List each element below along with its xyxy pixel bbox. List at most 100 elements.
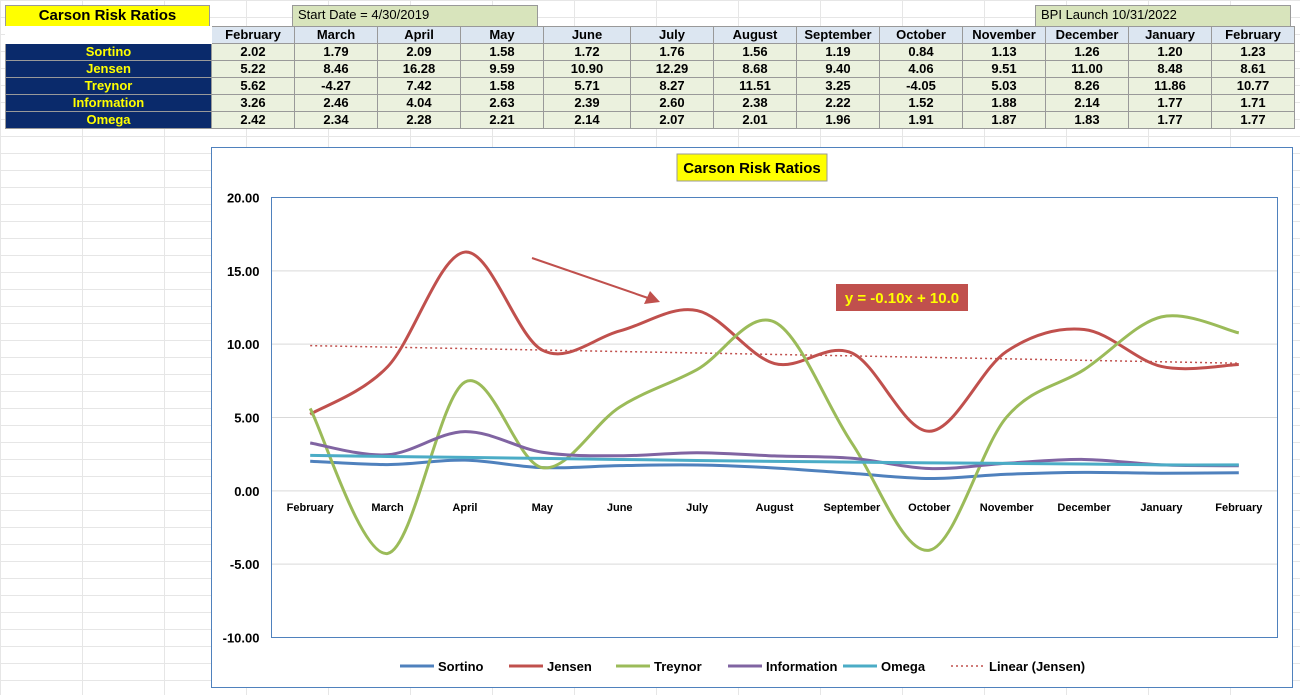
legend-label[interactable]: Linear (Jensen)	[989, 659, 1085, 674]
column-header[interactable]: September	[796, 26, 880, 44]
column-header[interactable]: May	[460, 26, 544, 44]
table-cell[interactable]: 1.71	[1211, 94, 1295, 112]
table-cell[interactable]: 5.71	[543, 77, 631, 95]
table-cell[interactable]: 2.09	[377, 43, 461, 61]
table-cell[interactable]: 1.91	[879, 111, 963, 129]
table-cell[interactable]: 2.07	[630, 111, 714, 129]
table-cell[interactable]: 11.86	[1128, 77, 1212, 95]
series-line-omega[interactable]	[310, 453, 1239, 467]
table-cell[interactable]: 4.04	[377, 94, 461, 112]
table-cell[interactable]: 1.19	[796, 43, 880, 61]
table-cell[interactable]: 5.03	[962, 77, 1046, 95]
table-cell[interactable]: 8.46	[294, 60, 378, 78]
trendline-equation-label[interactable]: y = -0.10x + 10.0	[836, 284, 968, 311]
column-header[interactable]: November	[962, 26, 1046, 44]
table-cell[interactable]: 1.77	[1128, 111, 1212, 129]
table-cell[interactable]: 2.42	[211, 111, 295, 129]
table-cell[interactable]: 1.56	[713, 43, 797, 61]
table-cell[interactable]: 9.51	[962, 60, 1046, 78]
table-cell[interactable]: 10.90	[543, 60, 631, 78]
chart-title-box[interactable]: Carson Risk Ratios	[676, 153, 828, 182]
legend-label[interactable]: Sortino	[438, 659, 484, 674]
table-cell[interactable]: 2.01	[713, 111, 797, 129]
legend-label[interactable]: Jensen	[547, 659, 592, 674]
table-cell[interactable]: -4.05	[879, 77, 963, 95]
table-cell[interactable]: 2.28	[377, 111, 461, 129]
table-cell[interactable]: 3.25	[796, 77, 880, 95]
table-cell[interactable]: 1.72	[543, 43, 631, 61]
table-cell[interactable]: 9.40	[796, 60, 880, 78]
table-cell[interactable]: 1.58	[460, 77, 544, 95]
table-cell[interactable]: -4.27	[294, 77, 378, 95]
table-cell[interactable]: 2.02	[211, 43, 295, 61]
table-cell[interactable]: 1.83	[1045, 111, 1129, 129]
table-cell[interactable]: 8.27	[630, 77, 714, 95]
row-label[interactable]: Jensen	[5, 60, 212, 78]
table-cell[interactable]: 8.61	[1211, 60, 1295, 78]
table-cell[interactable]: 1.23	[1211, 43, 1295, 61]
column-header[interactable]: February	[211, 26, 295, 44]
table-cell[interactable]: 2.60	[630, 94, 714, 112]
sheet-title[interactable]: Carson Risk Ratios	[5, 5, 210, 27]
table-cell[interactable]: 2.38	[713, 94, 797, 112]
table-cell[interactable]: 1.52	[879, 94, 963, 112]
table-cell[interactable]: 1.77	[1211, 111, 1295, 129]
series-line-treynor[interactable]	[308, 314, 1240, 555]
legend-label[interactable]: Treynor	[654, 659, 702, 674]
column-header[interactable]: March	[294, 26, 378, 44]
column-header[interactable]: June	[543, 26, 631, 44]
table-cell[interactable]: 4.06	[879, 60, 963, 78]
table-cell[interactable]: 7.42	[377, 77, 461, 95]
table-cell[interactable]: 12.29	[630, 60, 714, 78]
bpi-launch-note[interactable]: BPI Launch 10/31/2022	[1035, 5, 1291, 27]
table-cell[interactable]: 16.28	[377, 60, 461, 78]
table-cell[interactable]: 1.13	[962, 43, 1046, 61]
table-cell[interactable]: 2.22	[796, 94, 880, 112]
legend-label[interactable]: Information	[766, 659, 838, 674]
series-line-information[interactable]	[309, 430, 1239, 471]
table-cell[interactable]: 5.62	[211, 77, 295, 95]
table-cell[interactable]: 1.20	[1128, 43, 1212, 61]
table-cell[interactable]: 2.39	[543, 94, 631, 112]
row-label[interactable]: Omega	[5, 111, 212, 129]
table-cell[interactable]: 1.79	[294, 43, 378, 61]
column-header[interactable]: December	[1045, 26, 1129, 44]
table-cell[interactable]: 1.58	[460, 43, 544, 61]
column-header[interactable]: August	[713, 26, 797, 44]
series-line-jensen[interactable]	[309, 250, 1239, 433]
table-cell[interactable]: 5.22	[211, 60, 295, 78]
table-cell[interactable]: 11.51	[713, 77, 797, 95]
table-cell[interactable]: 11.00	[1045, 60, 1129, 78]
table-cell[interactable]: 10.77	[1211, 77, 1295, 95]
series-line-sortino[interactable]	[310, 458, 1239, 481]
start-date-note[interactable]: Start Date = 4/30/2019	[292, 5, 538, 27]
table-cell[interactable]: 1.96	[796, 111, 880, 129]
table-cell[interactable]: 2.21	[460, 111, 544, 129]
table-cell[interactable]: 1.87	[962, 111, 1046, 129]
row-label[interactable]: Sortino	[5, 43, 212, 61]
column-header[interactable]: February	[1211, 26, 1295, 44]
table-cell[interactable]: 9.59	[460, 60, 544, 78]
table-cell[interactable]: 2.14	[1045, 94, 1129, 112]
row-label[interactable]: Treynor	[5, 77, 212, 95]
column-header[interactable]: April	[377, 26, 461, 44]
table-cell[interactable]: 1.88	[962, 94, 1046, 112]
table-cell[interactable]: 8.26	[1045, 77, 1129, 95]
table-cell[interactable]: 2.14	[543, 111, 631, 129]
table-cell[interactable]: 3.26	[211, 94, 295, 112]
table-cell[interactable]: 1.26	[1045, 43, 1129, 61]
table-cell[interactable]: 1.76	[630, 43, 714, 61]
column-header[interactable]: July	[630, 26, 714, 44]
row-label[interactable]: Information	[5, 94, 212, 112]
legend-label[interactable]: Omega	[881, 659, 926, 674]
table-cell[interactable]: 0.84	[879, 43, 963, 61]
column-header[interactable]: October	[879, 26, 963, 44]
table-cell[interactable]: 8.48	[1128, 60, 1212, 78]
column-header[interactable]: January	[1128, 26, 1212, 44]
table-cell[interactable]: 2.46	[294, 94, 378, 112]
table-cell[interactable]: 2.34	[294, 111, 378, 129]
table-cell[interactable]: 2.63	[460, 94, 544, 112]
chart-area[interactable]: 20.00 15.00 10.00 5.00 0.00 -5.00 -10.00 Febru…	[211, 147, 1293, 688]
table-cell[interactable]: 8.68	[713, 60, 797, 78]
table-cell[interactable]: 1.77	[1128, 94, 1212, 112]
